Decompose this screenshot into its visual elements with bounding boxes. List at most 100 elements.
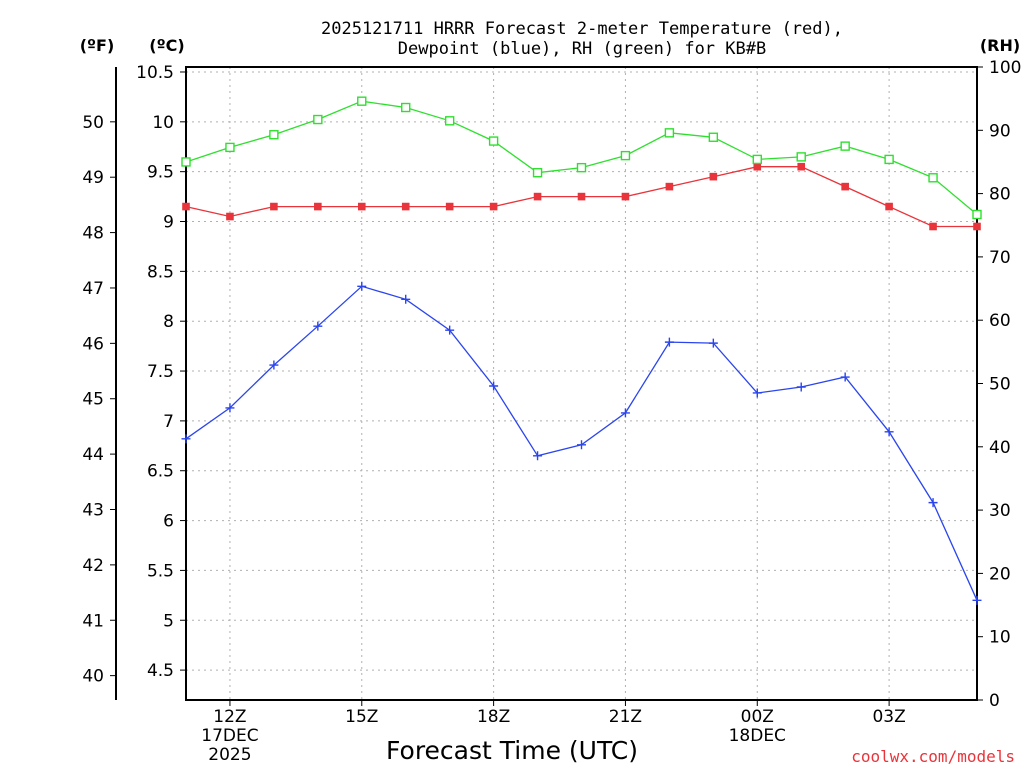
time-tick-label: 2025 (208, 745, 251, 765)
f-tick-label: 45 (82, 390, 104, 410)
data-point (269, 130, 279, 140)
rh-tick-label: 60 (989, 311, 1011, 331)
data-point (401, 294, 411, 304)
data-point (357, 202, 366, 211)
data-point (621, 192, 630, 201)
data-point (225, 403, 235, 413)
time-tick-label: 12Z (213, 707, 246, 727)
c-tick-label: 10.5 (136, 63, 174, 83)
chart-title-line-2: Dewpoint (blue), RH (green) for KB#B (398, 39, 766, 59)
rh-tick-label: 20 (989, 564, 1011, 584)
f-tick-label: 46 (82, 334, 104, 354)
rh-axis: 0 10 20 30 40 50 60 70 80 90 100 (977, 58, 1021, 711)
rh-tick-label: 90 (989, 121, 1011, 141)
data-point (840, 141, 850, 151)
f-tick-label: 42 (82, 556, 104, 576)
f-tick-label: 50 (82, 113, 104, 133)
chart-title: 2025121711 HRRR Forecast 2-meter Tempera… (321, 19, 843, 59)
rh-tick-label: 100 (989, 58, 1021, 78)
data-point (972, 209, 982, 220)
time-tick-label: 18DEC (729, 726, 786, 746)
c-tick-label: 8 (163, 312, 174, 332)
series-2 (181, 96, 982, 220)
rh-tick-label: 30 (989, 501, 1011, 521)
fahrenheit-axis: 40 41 42 43 44 45 46 47 48 49 50 (82, 113, 116, 687)
data-point (181, 434, 191, 444)
data-point (313, 321, 323, 331)
c-tick-label: 8.5 (147, 262, 174, 282)
rh-tick-label: 10 (989, 628, 1011, 648)
data-point (489, 381, 499, 391)
c-tick-label: 5.5 (147, 561, 174, 581)
data-point (313, 114, 323, 125)
data-point (840, 372, 850, 382)
data-point (664, 128, 675, 138)
data-point (488, 136, 499, 146)
data-point (533, 451, 543, 461)
rh-tick-label: 80 (989, 185, 1011, 205)
data-point (708, 132, 719, 142)
data-point (884, 154, 894, 165)
data-point (796, 152, 806, 162)
c-tick-label: 9.5 (147, 163, 174, 183)
rh-tick-label: 70 (989, 248, 1011, 268)
data-point (620, 408, 630, 418)
data-point (972, 595, 982, 605)
c-tick-label: 4.5 (147, 661, 174, 681)
data-point (796, 382, 806, 392)
data-point (225, 142, 235, 153)
data-point (226, 212, 234, 221)
f-tick-label: 41 (82, 611, 104, 631)
credit-text: coolwx.com/models (851, 747, 1015, 766)
series-0 (182, 162, 981, 231)
data-point (753, 162, 762, 171)
data-point (797, 162, 806, 171)
data-point (664, 337, 674, 347)
data-point (576, 162, 587, 173)
data-point (357, 96, 367, 106)
data-point (489, 202, 498, 211)
celsius-axis: 4.5 5 5.5 6 6.5 7 7.5 8 8.5 9 9.5 10 10.5 (136, 63, 186, 681)
time-tick-label: 03Z (872, 707, 905, 727)
time-tick-label: 18Z (477, 707, 510, 727)
data-point (665, 182, 674, 191)
c-tick-label: 9 (163, 213, 174, 233)
c-tick-label: 6 (163, 512, 174, 532)
gridlines (186, 67, 977, 700)
rh-tick-label: 50 (989, 375, 1011, 395)
x-axis-label: Forecast Time (UTC) (386, 736, 638, 765)
data-point (182, 202, 190, 211)
data-point (973, 222, 981, 231)
f-tick-label: 49 (82, 168, 104, 188)
f-tick-label: 48 (82, 224, 104, 244)
f-tick-label: 40 (82, 667, 104, 687)
data-point (533, 192, 542, 201)
data-point (181, 157, 191, 167)
data-point (445, 325, 455, 335)
f-tick-label: 47 (82, 279, 104, 299)
data-point (314, 202, 322, 211)
data-point (929, 222, 937, 231)
rh-axis-unit: (RH) (980, 36, 1020, 55)
data-point (752, 154, 762, 165)
rh-tick-label: 40 (989, 438, 1011, 458)
data-point (885, 202, 893, 211)
data-point (444, 116, 455, 126)
celsius-axis-unit: (ºC) (149, 36, 184, 55)
time-tick-label: 00Z (741, 707, 774, 727)
data-point (841, 182, 849, 191)
data-point (401, 102, 411, 113)
data-point (577, 192, 586, 201)
c-tick-label: 5 (163, 611, 174, 631)
series-layer (181, 96, 982, 605)
data-point (709, 172, 718, 181)
data-point (884, 427, 894, 437)
plot-frame (185, 66, 978, 701)
data-point (532, 168, 543, 178)
data-point (270, 202, 278, 211)
data-point (928, 173, 938, 183)
data-point (928, 498, 938, 508)
time-tick-label: 15Z (345, 707, 378, 727)
